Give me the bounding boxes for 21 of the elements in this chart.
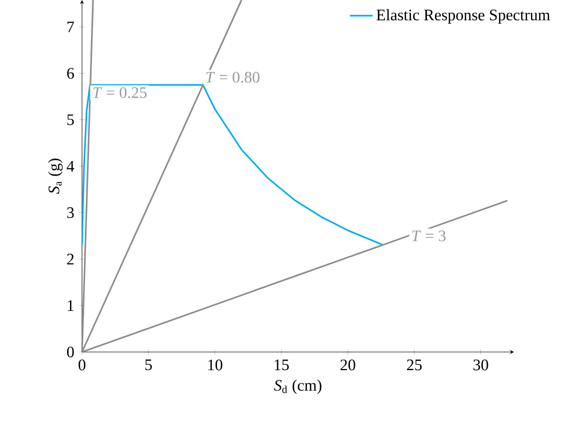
y-tick-label: 3 xyxy=(67,207,74,218)
legend-label: Elastic Response Spectrum xyxy=(376,9,550,24)
x-axis-title: S$_{d}$ (cm) xyxy=(274,379,322,394)
x-tick-label: 10 xyxy=(208,360,222,370)
x-tick-label: 25 xyxy=(407,360,422,370)
y-tick-label: 4 xyxy=(66,160,74,172)
annotation: T = 0.25 xyxy=(93,87,146,98)
x-tick-label: 20 xyxy=(340,360,356,370)
annotation: T = 0.80 xyxy=(206,72,260,83)
y-tick-label: 6 xyxy=(67,68,74,79)
y-tick-label: 7 xyxy=(67,22,74,32)
annotation: T = 3 xyxy=(412,230,446,242)
y-tick-label: 1 xyxy=(68,300,74,311)
y-tick-label: 5 xyxy=(67,114,74,126)
x-tick-label: 5 xyxy=(145,360,152,370)
x-tick-label: 0 xyxy=(78,360,86,370)
y-axis-title: S$_{a}$ (g) xyxy=(48,158,63,194)
y-tick-label: 2 xyxy=(67,254,74,264)
x-tick-label: 15 xyxy=(274,360,289,370)
y-tick-label: 0 xyxy=(67,346,74,358)
x-tick-label: 30 xyxy=(474,360,488,370)
